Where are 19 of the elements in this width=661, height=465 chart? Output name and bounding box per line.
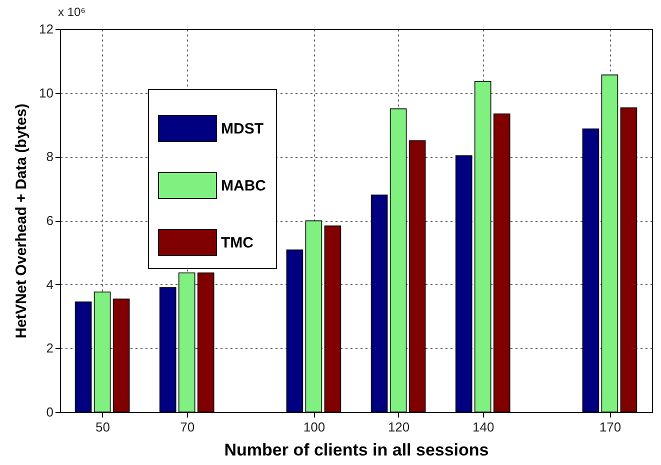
x-tick-label: 170 bbox=[599, 420, 622, 434]
legend-label: TMC bbox=[221, 234, 254, 252]
x-tick-label: 120 bbox=[388, 420, 410, 434]
x-tick-label: 140 bbox=[472, 420, 494, 434]
legend-label: MDST bbox=[221, 120, 264, 138]
y-tick-label: 8 bbox=[46, 149, 54, 164]
y-tick-label: 4 bbox=[46, 276, 54, 292]
y-tick-label: 12 bbox=[39, 22, 54, 36]
x-tick-label: 70 bbox=[180, 420, 195, 434]
text: x 10⁶ bbox=[58, 5, 86, 19]
y-tick-label: 6 bbox=[46, 213, 54, 228]
y-axis-title: HetVNet Overhead + Data (bytes) bbox=[13, 104, 30, 338]
x-axis-title: Number of clients in all sessions bbox=[224, 440, 489, 460]
y-tick-label: 0 bbox=[46, 404, 54, 420]
y-tick-label: 2 bbox=[46, 340, 54, 356]
y-tick-label: 10 bbox=[39, 85, 54, 100]
x-tick-label: 100 bbox=[303, 420, 326, 434]
legend-label: MABC bbox=[221, 178, 266, 194]
x-tick-label: 50 bbox=[96, 420, 110, 434]
